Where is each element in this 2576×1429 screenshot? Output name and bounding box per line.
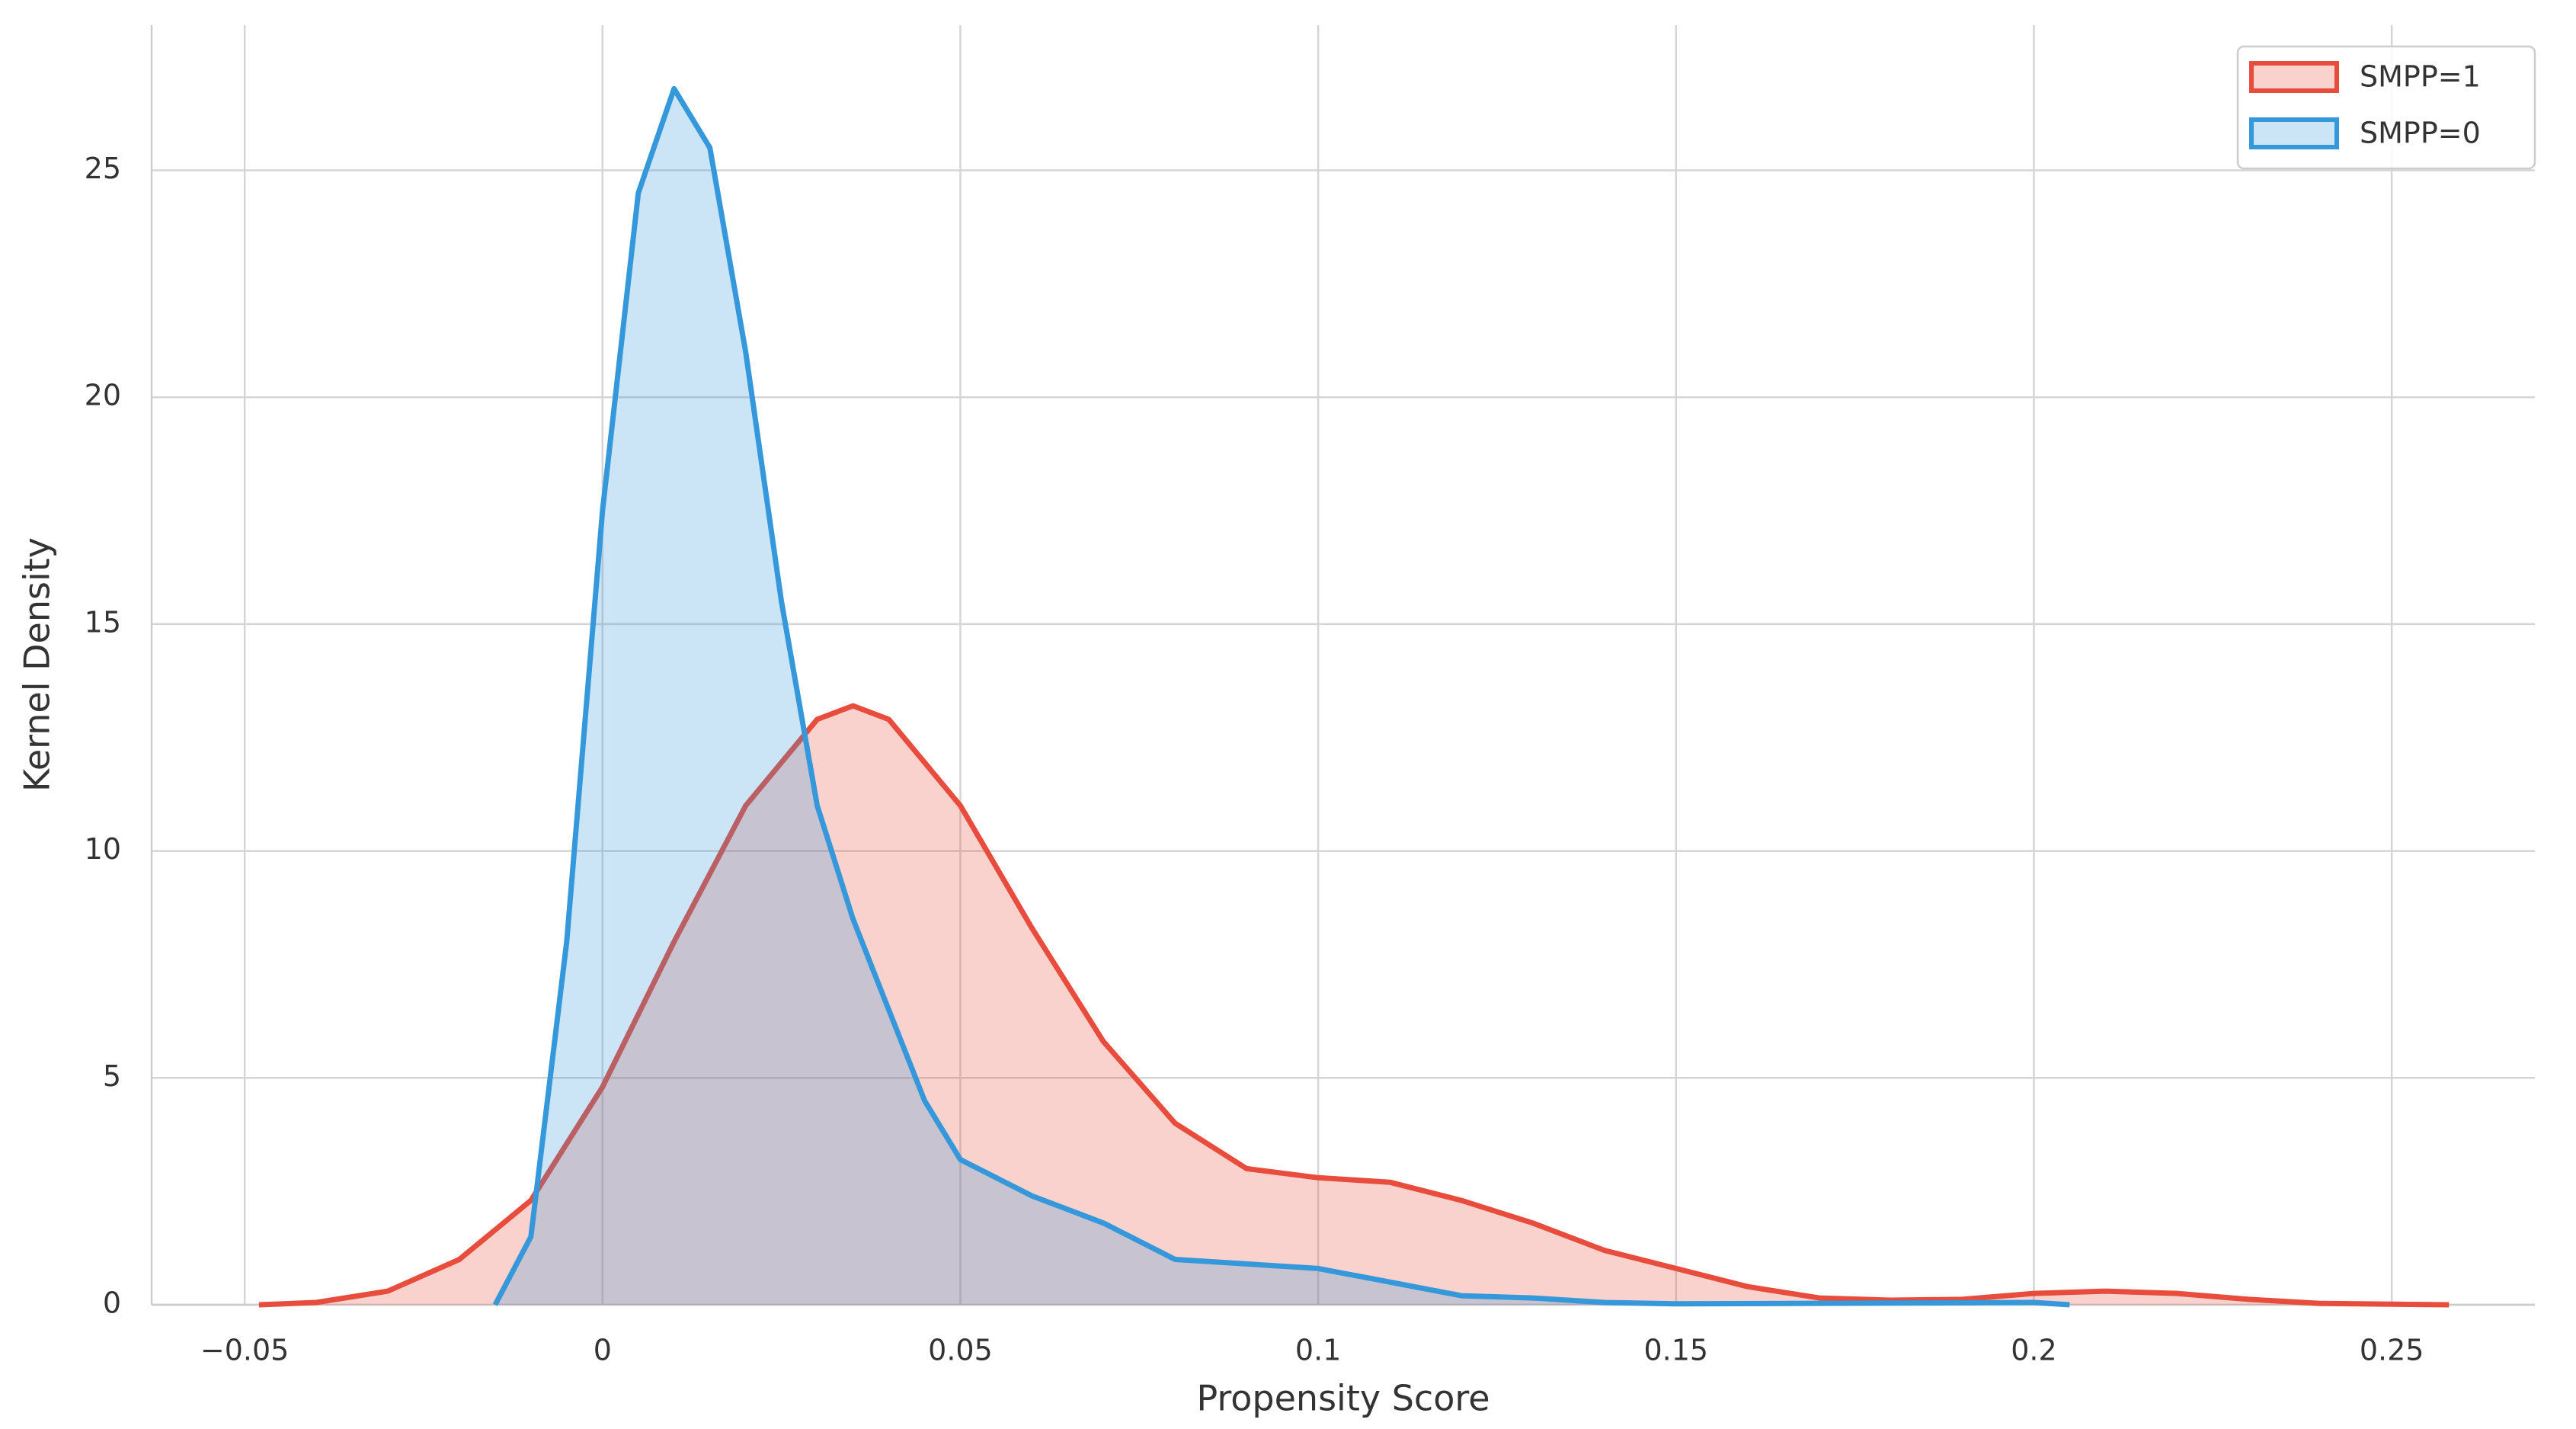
x-tick-label: 0.25 xyxy=(2360,1334,2424,1367)
x-axis-label: Propensity Score xyxy=(1196,1378,1490,1419)
y-tick-label: 25 xyxy=(85,152,121,185)
density-area xyxy=(494,88,2070,1305)
x-tick-label: −0.05 xyxy=(200,1334,289,1367)
legend-label: SMPP=1 xyxy=(2360,60,2481,94)
legend: SMPP=1 SMPP=0 xyxy=(2236,45,2536,170)
y-tick-label: 5 xyxy=(103,1059,121,1093)
legend-swatch xyxy=(2249,117,2339,149)
y-tick-label: 15 xyxy=(85,605,121,639)
y-tick-label: 0 xyxy=(103,1286,121,1320)
density-line xyxy=(258,703,2450,1308)
y-tick-label: 10 xyxy=(85,832,121,866)
x-tick-label: 0.05 xyxy=(928,1334,993,1367)
legend-box xyxy=(2236,45,2536,170)
density-line xyxy=(492,85,2070,1308)
grid xyxy=(152,25,2535,1306)
x-tick-label: 0.15 xyxy=(1643,1334,1708,1367)
y-tick-label: 20 xyxy=(85,379,121,412)
legend-label: SMPP=0 xyxy=(2360,117,2481,150)
x-tick-label: 0 xyxy=(594,1334,612,1367)
x-tick-label: 0.1 xyxy=(1295,1334,1341,1367)
y-axis-label: Kernel Density xyxy=(17,537,58,792)
density-area xyxy=(258,706,2450,1305)
legend-swatch xyxy=(2249,61,2339,93)
x-tick-label: 0.2 xyxy=(2011,1334,2056,1367)
